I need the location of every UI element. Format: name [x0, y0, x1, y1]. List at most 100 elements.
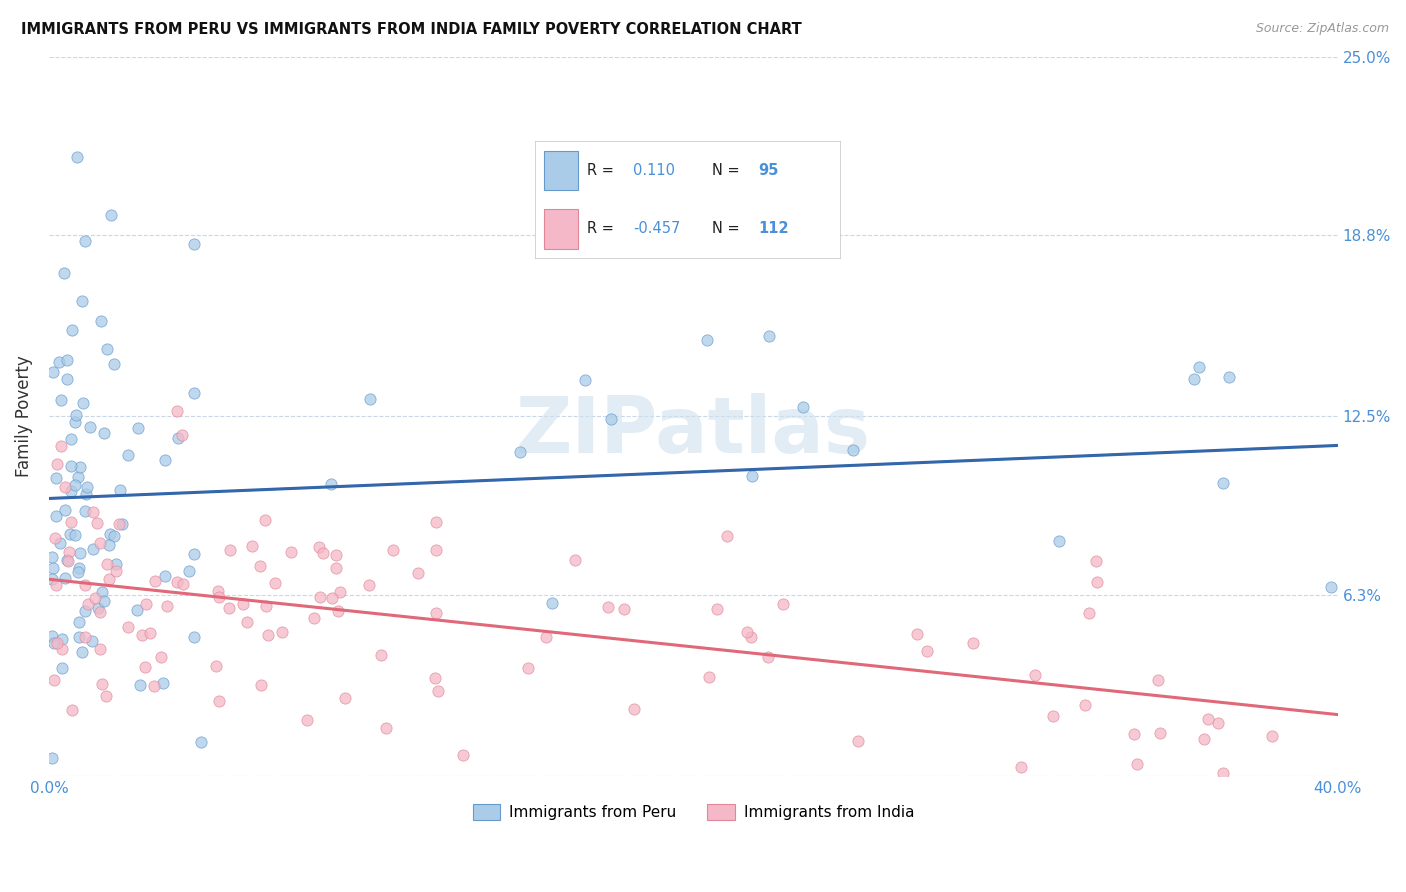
Point [451, 748, 474, 763]
Point [370, 648, 392, 662]
Text: 95: 95 [758, 163, 779, 178]
Point [72, 395, 94, 409]
Point [45, 471, 67, 485]
FancyBboxPatch shape [544, 209, 578, 249]
Point [134, 660, 156, 674]
Point [60, 433, 83, 447]
Point [103, 358, 125, 372]
Point [83, 591, 105, 605]
Point [42, 365, 65, 379]
Point [1078, 606, 1101, 620]
Text: Source: ZipAtlas.com: Source: ZipAtlas.com [1256, 22, 1389, 36]
Point [509, 445, 531, 459]
Point [86, 601, 108, 615]
Point [1010, 760, 1032, 774]
Point [735, 624, 758, 639]
Point [1212, 475, 1234, 490]
Point [1194, 731, 1216, 746]
Point [53, 266, 76, 280]
Point [60, 484, 83, 499]
Point [97, 572, 120, 586]
Point [166, 403, 188, 417]
Point [613, 602, 636, 616]
Point [60, 703, 83, 717]
Point [516, 661, 538, 675]
Point [63, 528, 86, 542]
Point [76, 597, 98, 611]
Point [249, 559, 271, 574]
Point [328, 603, 350, 617]
Point [208, 694, 231, 708]
Point [91, 584, 114, 599]
Point [792, 400, 814, 414]
Point [699, 670, 721, 684]
Point [105, 558, 128, 572]
Point [45, 509, 67, 524]
Point [135, 597, 157, 611]
Text: IMMIGRANTS FROM PERU VS IMMIGRANTS FROM INDIA FAMILY POVERTY CORRELATION CHART: IMMIGRANTS FROM PERU VS IMMIGRANTS FROM … [21, 22, 801, 37]
Point [254, 599, 277, 614]
Text: 112: 112 [758, 221, 789, 236]
Point [218, 542, 240, 557]
Point [425, 516, 447, 530]
Point [51, 439, 73, 453]
Point [155, 599, 177, 613]
Point [1188, 360, 1211, 375]
Point [564, 553, 586, 567]
Point [45, 578, 67, 592]
Point [166, 574, 188, 589]
Point [308, 541, 330, 555]
Point [51, 642, 73, 657]
Point [72, 294, 94, 309]
Point [129, 677, 152, 691]
Point [321, 591, 343, 606]
Point [79, 420, 101, 434]
Point [60, 515, 83, 529]
Point [207, 583, 229, 598]
Point [534, 630, 557, 644]
Point [59, 526, 82, 541]
Text: N =: N = [713, 221, 740, 236]
Point [127, 421, 149, 435]
Point [56, 554, 79, 568]
Point [1085, 574, 1108, 589]
Legend: Immigrants from Peru, Immigrants from India: Immigrants from Peru, Immigrants from In… [467, 797, 921, 826]
Text: R =: R = [588, 163, 614, 178]
Point [69, 459, 91, 474]
Point [93, 425, 115, 440]
Point [232, 597, 254, 611]
Point [82, 542, 104, 557]
Point [183, 385, 205, 400]
Point [427, 683, 450, 698]
Point [139, 626, 162, 640]
Point [108, 516, 131, 531]
Point [44, 531, 66, 545]
Point [756, 649, 779, 664]
Point [51, 661, 73, 675]
Point [772, 597, 794, 611]
Point [1042, 709, 1064, 723]
Point [67, 470, 90, 484]
Point [319, 476, 342, 491]
Point [167, 431, 190, 445]
Point [117, 448, 139, 462]
Point [205, 659, 228, 673]
Point [270, 624, 292, 639]
Text: N =: N = [713, 163, 740, 178]
Point [295, 713, 318, 727]
Point [97, 538, 120, 552]
Point [56, 353, 79, 368]
Point [49, 536, 72, 550]
Point [96, 557, 118, 571]
Point [153, 569, 176, 583]
Point [280, 545, 302, 559]
Point [1123, 727, 1146, 741]
Point [48, 355, 70, 369]
Point [962, 635, 984, 649]
Point [53, 480, 76, 494]
Point [76, 480, 98, 494]
Point [51, 632, 73, 646]
Point [49, 392, 72, 407]
Point [93, 594, 115, 608]
Point [359, 392, 381, 406]
